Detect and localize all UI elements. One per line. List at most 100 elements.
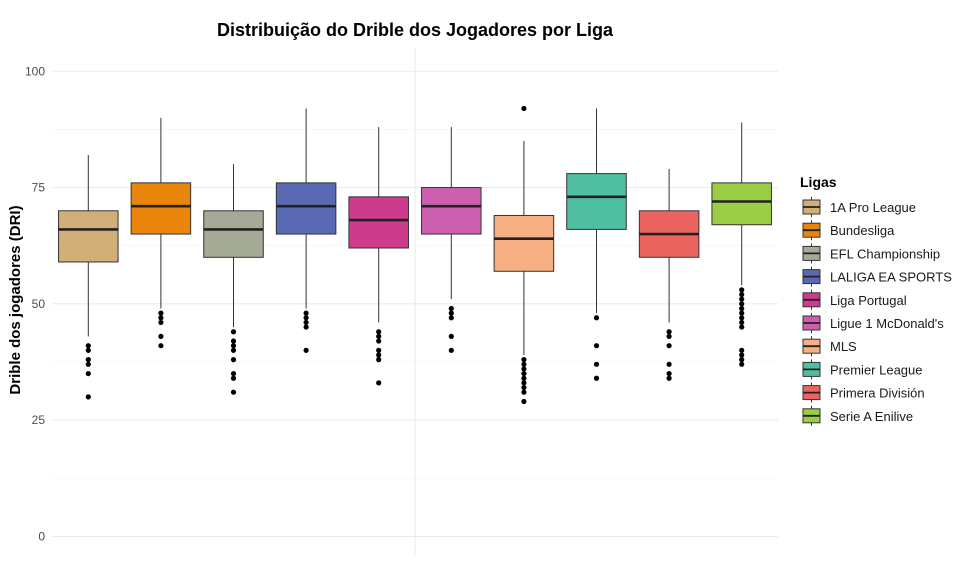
outlier-point	[376, 334, 381, 339]
outlier-point	[304, 315, 309, 320]
legend-label: Liga Portugal	[830, 293, 907, 308]
outlier-point	[86, 362, 91, 367]
outlier-point	[521, 362, 526, 367]
outlier-point	[231, 343, 236, 348]
outlier-point	[86, 394, 91, 399]
box-iqr	[494, 215, 554, 271]
outlier-point	[231, 357, 236, 362]
y-axis-label: Drible dos jogadores (DRI)	[7, 205, 24, 394]
legend-item: Bundesliga	[803, 220, 895, 240]
legend-label: Bundesliga	[830, 223, 895, 238]
box-premier-league	[567, 108, 627, 380]
outlier-point	[158, 343, 163, 348]
outlier-point	[376, 348, 381, 353]
outlier-point	[521, 376, 526, 381]
outlier-point	[158, 334, 163, 339]
outlier-point	[739, 357, 744, 362]
outlier-point	[231, 338, 236, 343]
legend-item: LALIGA EA SPORTS	[803, 267, 952, 287]
outlier-point	[231, 348, 236, 353]
outlier-point	[158, 320, 163, 325]
y-tick-label: 0	[38, 529, 45, 543]
legend-item: Liga Portugal	[803, 290, 907, 310]
outlier-point	[667, 329, 672, 334]
outlier-point	[158, 311, 163, 316]
legend-item: MLS	[803, 336, 857, 356]
outlier-point	[304, 348, 309, 353]
outlier-point	[304, 324, 309, 329]
legend-label: EFL Championship	[830, 246, 940, 261]
outlier-point	[231, 390, 236, 395]
outlier-point	[231, 329, 236, 334]
box-iqr	[204, 211, 264, 258]
outlier-point	[739, 297, 744, 302]
outlier-point	[449, 315, 454, 320]
outlier-point	[667, 334, 672, 339]
y-axis-ticks: 0255075100	[25, 64, 45, 543]
outlier-point	[86, 343, 91, 348]
legend-item: Ligue 1 McDonald's	[803, 313, 944, 333]
outlier-point	[449, 311, 454, 316]
box-iqr	[131, 183, 191, 234]
outlier-point	[86, 371, 91, 376]
outlier-point	[521, 106, 526, 111]
legend-label: MLS	[830, 339, 857, 354]
legend-title: Ligas	[800, 174, 837, 190]
legend-item: 1A Pro League	[803, 197, 916, 217]
legend-item: EFL Championship	[803, 243, 940, 263]
outlier-point	[739, 306, 744, 311]
box-efl-championship	[204, 164, 264, 395]
outlier-point	[594, 315, 599, 320]
outlier-point	[521, 371, 526, 376]
legend-label: LALIGA EA SPORTS	[830, 270, 952, 285]
box-primera-divisi-n	[639, 169, 699, 381]
legend-item: Premier League	[803, 359, 923, 379]
outlier-point	[667, 343, 672, 348]
box-mls	[494, 106, 554, 404]
outlier-point	[86, 357, 91, 362]
box-iqr	[422, 188, 482, 235]
box-iqr	[349, 197, 409, 248]
outlier-point	[594, 343, 599, 348]
chart-title: Distribuição do Drible dos Jogadores por…	[217, 20, 614, 40]
y-tick-label: 75	[32, 181, 46, 195]
outlier-point	[376, 380, 381, 385]
y-tick-label: 100	[25, 64, 45, 78]
outlier-point	[449, 334, 454, 339]
legend-label: Primera División	[830, 386, 925, 401]
outlier-point	[376, 329, 381, 334]
legend-label: Premier League	[830, 362, 923, 377]
outlier-point	[376, 338, 381, 343]
outlier-point	[667, 371, 672, 376]
legend-label: Serie A Enilive	[830, 409, 913, 424]
outlier-point	[521, 385, 526, 390]
outlier-point	[158, 315, 163, 320]
outlier-point	[739, 320, 744, 325]
outlier-point	[376, 352, 381, 357]
outlier-point	[739, 301, 744, 306]
outlier-point	[594, 362, 599, 367]
box-laliga-ea-sports	[276, 108, 336, 352]
box-iqr	[59, 211, 119, 262]
outlier-point	[739, 292, 744, 297]
outlier-point	[667, 376, 672, 381]
outlier-point	[521, 399, 526, 404]
box-iqr	[567, 174, 627, 230]
outlier-point	[594, 376, 599, 381]
outlier-point	[449, 306, 454, 311]
box-serie-a-enilive	[712, 122, 772, 366]
outlier-point	[521, 357, 526, 362]
outlier-point	[231, 376, 236, 381]
outlier-point	[521, 390, 526, 395]
legend-label: 1A Pro League	[830, 200, 916, 215]
outlier-point	[376, 357, 381, 362]
outlier-point	[739, 362, 744, 367]
outlier-point	[739, 348, 744, 353]
box-1a-pro-league	[59, 155, 119, 399]
outlier-point	[521, 380, 526, 385]
outlier-point	[449, 348, 454, 353]
y-tick-label: 25	[32, 413, 46, 427]
outlier-point	[739, 315, 744, 320]
outlier-point	[667, 362, 672, 367]
box-iqr	[712, 183, 772, 225]
